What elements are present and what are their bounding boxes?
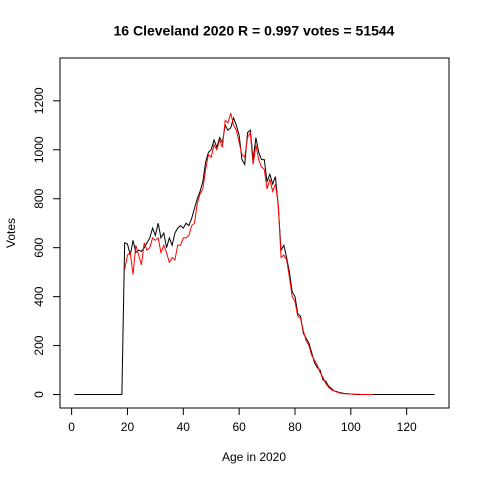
x-tick-label: 40: [177, 420, 191, 434]
x-tick-label: 20: [121, 420, 135, 434]
y-tick-label: 1000: [32, 136, 46, 163]
x-tick-label: 0: [68, 420, 75, 434]
y-tick-label: 400: [32, 286, 46, 306]
y-tick-label: 600: [32, 237, 46, 257]
y-tick-label: 800: [32, 188, 46, 208]
x-tick-label: 120: [397, 420, 417, 434]
series-line: [74, 116, 435, 396]
x-axis-label: Age in 2020: [222, 450, 286, 464]
chart-title: 16 Cleveland 2020 R = 0.997 votes = 5154…: [114, 23, 395, 39]
y-tick-label: 1200: [32, 87, 46, 114]
y-tick-label: 0: [32, 391, 46, 398]
y-tick-label: 200: [32, 335, 46, 355]
plot-box: [59, 57, 450, 409]
x-tick-label: 60: [232, 420, 246, 434]
x-tick-label: 100: [341, 420, 361, 434]
x-tick-label: 80: [288, 420, 302, 434]
series-line: [124, 112, 374, 396]
y-axis-label: Votes: [4, 218, 18, 248]
